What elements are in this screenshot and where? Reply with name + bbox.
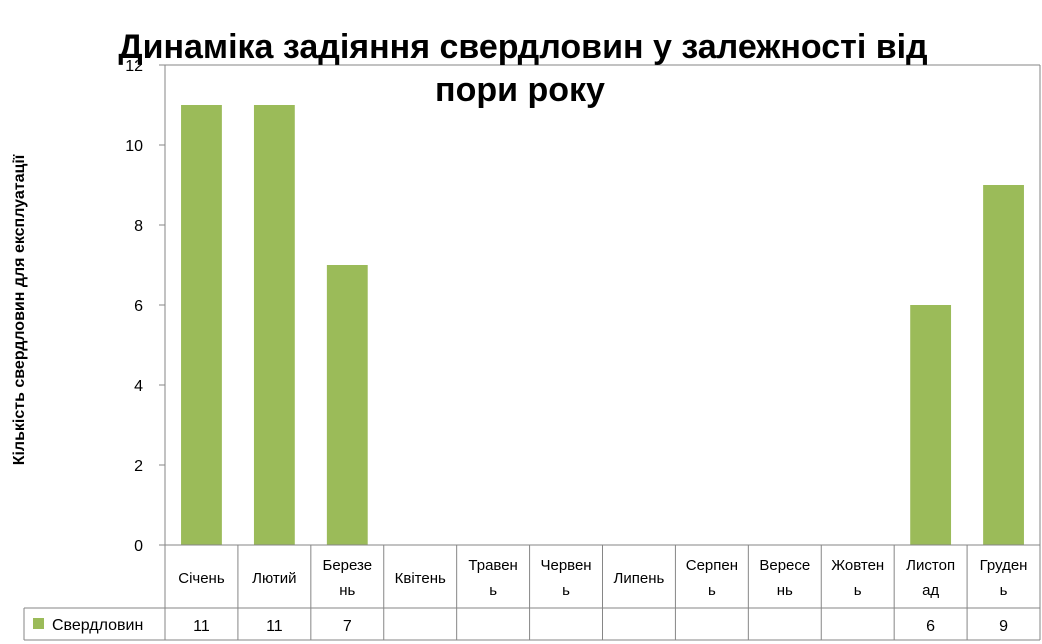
category-label: Вересе нь [759, 557, 810, 599]
category-label-line: Жовтен [831, 557, 884, 574]
bar [253, 105, 295, 545]
legend-key [33, 618, 44, 629]
category-label-line: ь [1000, 582, 1008, 599]
y-tick-label: 0 [134, 538, 143, 555]
category-label-line: Лютий [252, 570, 296, 587]
category-label-line: Серпен [686, 557, 738, 574]
bar [983, 185, 1024, 545]
category-label: Липень [614, 570, 665, 587]
category-label-line: ь [854, 582, 862, 599]
data-value-label: 9 [999, 618, 1008, 635]
category-label-line: Вересе [759, 557, 810, 574]
category-label-line: ь [708, 582, 716, 599]
y-tick-label: 8 [134, 218, 143, 235]
bar [181, 105, 222, 545]
data-table: Січень Лютий Березе нь Квітень Травен ь Червен ь… [23, 544, 1040, 641]
category-label-line: нь [339, 582, 355, 599]
y-ticks-layer: 0 2 4 6 8 10 12 [125, 58, 165, 555]
category-label: Травен ь [468, 557, 517, 599]
data-value-label: 7 [343, 618, 352, 635]
category-label-line: ад [922, 582, 939, 599]
bar [910, 305, 952, 545]
category-label-line: ь [562, 582, 570, 599]
legend-series-name: Свердловин [52, 617, 143, 634]
category-label: Січень [178, 570, 225, 587]
category-label: Груден ь [980, 557, 1028, 599]
y-tick-label: 10 [125, 138, 143, 155]
chart-title-line-2: пори року [435, 71, 605, 109]
bar [326, 265, 368, 545]
category-label-line: ь [489, 582, 497, 599]
data-value-label: 6 [926, 618, 935, 635]
category-label: Лютий [252, 570, 296, 587]
category-label-line: Листоп [906, 557, 955, 574]
y-tick-label: 2 [134, 458, 143, 475]
category-label: Березе нь [322, 557, 372, 599]
category-label: Квітень [395, 570, 446, 587]
category-label: Жовтен ь [831, 557, 884, 599]
category-label-line: Червен [540, 557, 591, 574]
category-label-line: Січень [178, 570, 225, 587]
category-label: Червен ь [540, 557, 591, 599]
y-tick-label: 6 [134, 298, 143, 315]
category-label-line: нь [777, 582, 793, 599]
y-tick-label: 12 [125, 58, 143, 75]
category-label-line: Квітень [395, 570, 446, 587]
y-axis-label: Кількість свердловин для експлуатації [11, 154, 28, 465]
category-label: Листоп ад [906, 557, 955, 599]
category-label-line: Груден [980, 557, 1028, 574]
category-label-line: Липень [614, 570, 665, 587]
category-label-line: Травен [468, 557, 517, 574]
category-label: Серпен ь [686, 557, 738, 599]
bars-layer [181, 105, 1024, 545]
data-value-label: 11 [266, 618, 283, 635]
data-value-label: 11 [193, 618, 210, 635]
chart-title-line-1: Динаміка задіяння свердловин у залежност… [118, 28, 927, 66]
y-tick-label: 4 [134, 378, 143, 395]
category-label-line: Березе [322, 557, 372, 574]
